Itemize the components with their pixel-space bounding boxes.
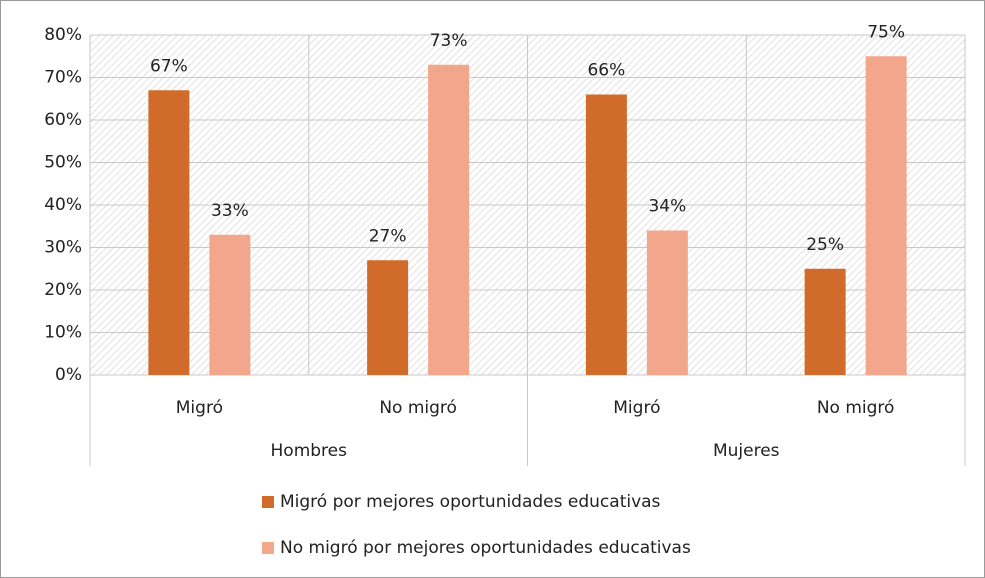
x-tick-label: No migró <box>379 398 457 418</box>
legend-swatch <box>262 496 274 508</box>
x-tick-label: Migró <box>176 398 223 418</box>
y-tick-label: 30% <box>44 238 82 258</box>
y-tick-label: 70% <box>44 68 82 88</box>
group-label: Hombres <box>271 441 348 461</box>
y-tick-label: 50% <box>44 153 82 173</box>
x-tick-label: No migró <box>817 398 895 418</box>
bar <box>646 230 688 375</box>
value-label: 73% <box>430 31 468 51</box>
bar <box>585 94 627 375</box>
legend-label: Migró por mejores oportunidades educativ… <box>280 492 661 512</box>
bar <box>804 268 846 375</box>
legend-label: No migró por mejores oportunidades educa… <box>280 538 691 558</box>
value-label: 33% <box>211 201 249 221</box>
value-label: 34% <box>648 197 686 217</box>
y-tick-label: 0% <box>55 365 82 385</box>
y-tick-label: 40% <box>44 195 82 215</box>
y-tick-label: 60% <box>44 110 82 130</box>
value-label: 25% <box>806 235 844 255</box>
y-tick-label: 80% <box>44 25 82 45</box>
bar <box>367 260 409 375</box>
bar <box>209 234 251 375</box>
bar <box>428 64 470 375</box>
y-tick-label: 20% <box>44 280 82 300</box>
value-label: 75% <box>867 22 905 42</box>
value-label: 66% <box>587 61 625 81</box>
bar <box>865 56 907 375</box>
value-label: 27% <box>369 226 407 246</box>
y-tick-label: 10% <box>44 323 82 343</box>
x-tick-label: Migró <box>613 398 660 418</box>
bar <box>148 90 190 375</box>
legend-swatch <box>262 542 274 554</box>
group-label: Mujeres <box>713 441 780 461</box>
value-label: 67% <box>150 56 188 76</box>
